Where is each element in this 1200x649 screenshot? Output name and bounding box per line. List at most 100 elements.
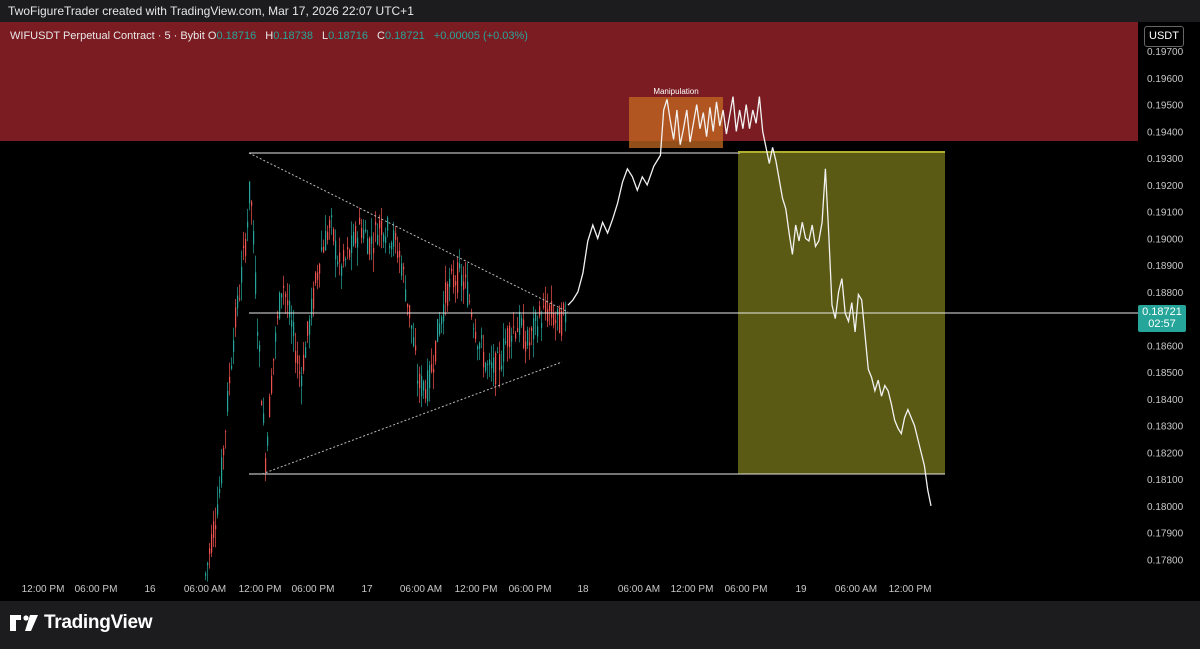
brand[interactable]: TradingView <box>10 612 153 634</box>
candle-body <box>433 368 435 373</box>
candle-body <box>455 281 457 286</box>
candle-body <box>501 365 503 370</box>
candle-body <box>367 238 369 255</box>
candle-body <box>205 573 207 576</box>
price-axis[interactable]: 0.19700 0.19600 0.19500 0.19400 0.19300 0.192… <box>1147 47 1184 566</box>
candle-body <box>275 332 277 342</box>
candle-body <box>363 229 365 239</box>
candle-body <box>321 247 323 251</box>
candle-body <box>535 312 537 321</box>
candle-body <box>359 217 361 224</box>
candle-body <box>381 220 383 236</box>
candle-body <box>519 311 521 335</box>
candle-body <box>279 292 281 319</box>
candle-body <box>383 234 385 242</box>
candle-body <box>265 457 267 473</box>
candle-body <box>353 232 355 246</box>
candle-body <box>415 345 417 351</box>
triangle-lower-trendline[interactable] <box>261 361 563 475</box>
currency-button[interactable]: USDT <box>1144 26 1184 47</box>
candle-body <box>257 331 259 336</box>
candle-body <box>537 326 539 337</box>
candle-body <box>217 504 219 515</box>
time-tick-label: 17 <box>361 584 373 595</box>
price-tick-label: 0.18900 <box>1147 261 1184 272</box>
candle-body <box>307 321 309 336</box>
candle-body <box>545 301 547 313</box>
candle-body <box>237 295 239 309</box>
candle-body <box>273 358 275 361</box>
manipulation-label: Manipulation <box>653 87 698 96</box>
candle-body <box>295 350 297 363</box>
candle-body <box>411 325 413 329</box>
candle-body <box>403 266 405 270</box>
candle-body <box>235 307 237 328</box>
candle-body <box>293 321 295 337</box>
low-label: L <box>322 30 329 42</box>
candle-body <box>207 563 209 566</box>
candle-body <box>345 258 347 260</box>
candle-body <box>291 320 293 327</box>
candle-body <box>499 354 501 371</box>
bar-countdown: 02:57 <box>1148 318 1176 330</box>
candle-body <box>243 245 245 248</box>
price-tick-label: 0.18100 <box>1147 475 1184 486</box>
candle-body <box>225 431 227 433</box>
candle-body <box>533 318 535 340</box>
low-value: 0.18716 <box>328 30 368 42</box>
candle-body <box>289 300 291 318</box>
close-value: 0.18721 <box>384 30 425 42</box>
candle-body <box>305 347 307 358</box>
candle-body <box>423 381 425 391</box>
candle-body <box>441 316 443 324</box>
candle-body <box>389 245 391 248</box>
candle-body <box>429 365 431 389</box>
price-chart[interactable]: Manipulation 0.19700 0.19600 0.19500 0.1940… <box>0 22 1200 601</box>
candle-body <box>521 318 523 326</box>
candle-body <box>331 215 333 218</box>
candle-body <box>263 413 265 423</box>
candle-body <box>475 331 477 340</box>
candle-body <box>221 457 223 484</box>
candle-body <box>361 228 363 238</box>
candle-body <box>283 285 285 288</box>
candle-body <box>287 300 289 306</box>
candle-body <box>211 533 213 553</box>
footer <box>0 601 1200 649</box>
price-tick-label: 0.19600 <box>1147 74 1184 85</box>
candle-body <box>397 251 399 259</box>
candle-body <box>357 237 359 248</box>
price-tick-label: 0.18500 <box>1147 368 1184 379</box>
symbol-legend: WIFUSDT Perpetual Contract · 5 · Bybit O… <box>10 30 534 42</box>
candle-body <box>539 306 541 316</box>
candle-body <box>495 352 497 385</box>
candle-body <box>425 389 427 399</box>
candle-body <box>437 319 439 342</box>
price-tick-label: 0.19200 <box>1147 181 1184 192</box>
candle-body <box>457 262 459 293</box>
candle-body <box>393 230 395 247</box>
candle-body <box>261 401 263 406</box>
candle-body <box>313 287 315 309</box>
candlestick-series <box>205 181 567 582</box>
projection-path[interactable] <box>567 96 932 507</box>
time-axis[interactable]: 12:00 PM 06:00 PM 16 06:00 AM 12:00 PM 06:00 … <box>22 584 932 595</box>
candle-body <box>461 274 463 287</box>
candle-body <box>505 341 507 344</box>
candle-body <box>373 247 375 254</box>
change-value: +0.00005 (+0.03%) <box>433 30 528 42</box>
candle-body <box>527 329 529 346</box>
candle-body <box>489 359 491 365</box>
candle-body <box>465 274 467 278</box>
price-tick-label: 0.18800 <box>1147 288 1184 299</box>
price-tick-label: 0.17800 <box>1147 555 1184 566</box>
triangle-upper-trendline[interactable] <box>248 152 569 313</box>
time-tick-label: 06:00 AM <box>400 584 442 595</box>
candle-body <box>435 340 437 362</box>
candle-body <box>407 303 409 308</box>
time-tick-label: 06:00 PM <box>725 584 768 595</box>
time-tick-label: 12:00 PM <box>889 584 932 595</box>
time-tick-label: 12:00 PM <box>671 584 714 595</box>
candle-body <box>335 240 337 260</box>
candle-body <box>317 272 319 280</box>
